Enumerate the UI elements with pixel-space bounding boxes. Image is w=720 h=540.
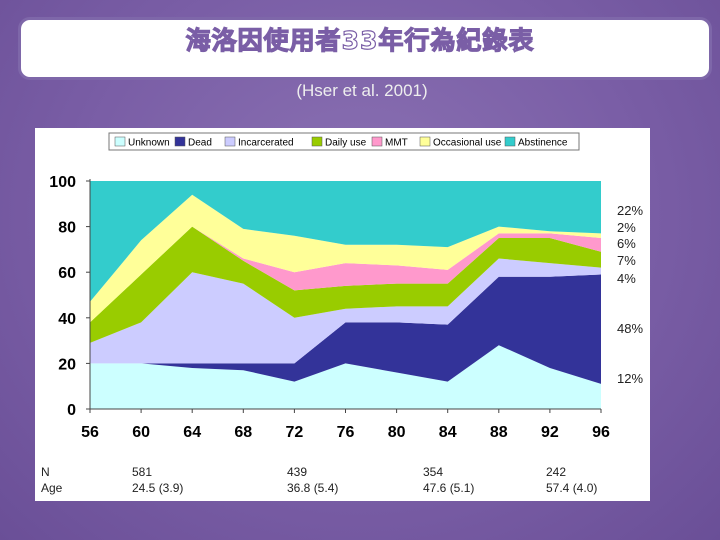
x-tick-label: 88 (490, 424, 508, 441)
legend-label: Unknown (128, 138, 170, 149)
table-age-value: 24.5 (3.9) (132, 481, 183, 495)
x-tick-label: 96 (592, 424, 610, 441)
right-percent-label: 2% (617, 220, 636, 235)
right-percent-label: 22% (617, 203, 643, 218)
area-series-unknown (90, 345, 601, 409)
x-tick-label: 68 (234, 424, 252, 441)
table-age-value: 36.8 (5.4) (287, 481, 338, 495)
slide-title: 海洛因使用者33年行為紀錄表 (185, 25, 535, 55)
table-n-label: N (41, 465, 50, 479)
area-series-incarcerated (90, 258, 601, 364)
table-n-value: 354 (423, 465, 443, 479)
x-tick-label: 84 (439, 424, 457, 441)
area-series-abstinence (90, 181, 601, 302)
legend-swatch (419, 136, 431, 147)
y-tick-label: 0 (67, 402, 76, 419)
x-tick-label: 92 (541, 424, 559, 441)
x-tick-label: 56 (81, 424, 99, 441)
y-tick-label: 60 (58, 265, 76, 282)
x-tick-label: 72 (286, 424, 304, 441)
right-percent-label: 12% (617, 371, 643, 386)
area-series-daily-use (90, 226, 601, 343)
table-age-value: 57.4 (4.0) (546, 481, 597, 495)
table-n-value: 439 (287, 465, 307, 479)
legend-swatch (114, 136, 126, 147)
legend-swatch (174, 136, 186, 147)
right-percent-label: 6% (617, 236, 636, 251)
area-series-mmt (90, 226, 601, 323)
stacked-area-chart: 0 20 40 60 80 100 56 60 64 68 72 76 80 84 88 92 96 Unknow… (41, 132, 643, 495)
table-n-value: 581 (132, 465, 152, 479)
x-tick-label: 60 (132, 424, 150, 441)
x-tick-label: 64 (183, 424, 201, 441)
right-percent-label: 48% (617, 321, 643, 336)
legend-label: Dead (188, 138, 212, 149)
title-box (18, 17, 712, 80)
table-age-value: 47.6 (5.1) (423, 481, 474, 495)
legend-label: Abstinence (518, 138, 568, 149)
y-tick-label: 100 (49, 174, 76, 191)
y-tick-label: 20 (58, 356, 76, 373)
chart-panel: 0 20 40 60 80 100 56 60 64 68 72 76 80 84 88 92 96 Unknow… (35, 128, 650, 501)
right-percent-label: 7% (617, 253, 636, 268)
legend-label: Incarcerated (238, 138, 294, 149)
y-tick-label: 80 (58, 220, 76, 237)
legend-swatch (504, 136, 516, 147)
legend-label: MMT (385, 138, 408, 149)
legend: Unknown Dead Incarcerated Daily use MMT Occas… (108, 132, 580, 151)
x-tick-label: 80 (388, 424, 406, 441)
right-percent-label: 4% (617, 271, 636, 286)
x-tick-label: 76 (337, 424, 355, 441)
y-tick-label: 40 (58, 311, 76, 328)
legend-label: Daily use (325, 138, 367, 149)
table-age-label: Age (41, 481, 63, 495)
legend-swatch (371, 136, 383, 147)
citation-text: (Hser et al. 2001) (296, 81, 428, 100)
legend-swatch (224, 136, 236, 147)
citation: (Hser et al. 2001) (0, 81, 720, 101)
legend-label: Occasional use (433, 138, 502, 149)
table-n-value: 242 (546, 465, 566, 479)
area-series-occasional-use (90, 194, 601, 323)
area-series-dead (90, 274, 601, 384)
legend-swatch (311, 136, 323, 147)
